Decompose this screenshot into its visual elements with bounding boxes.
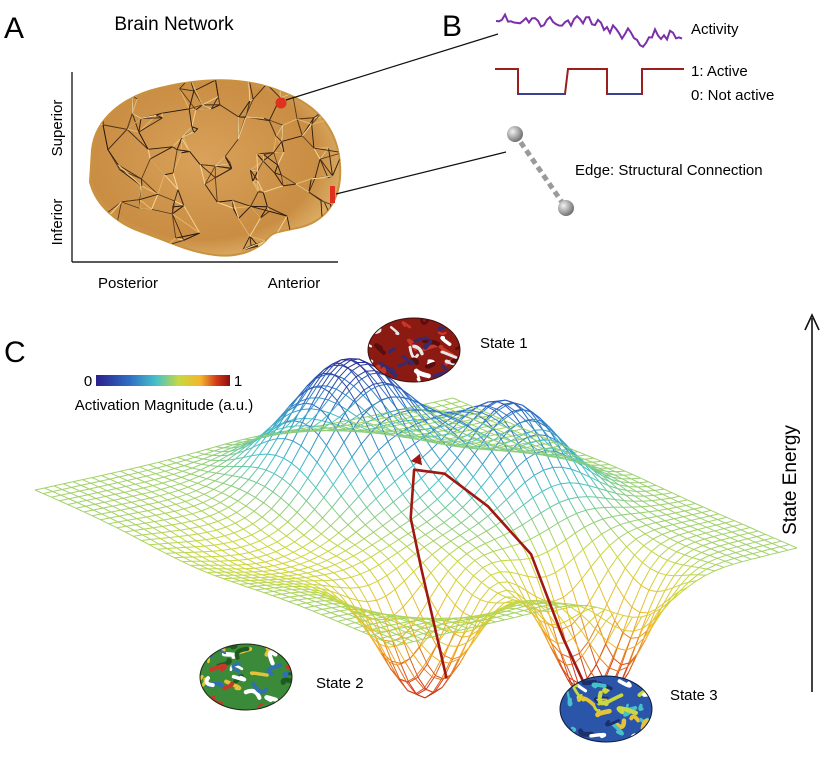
binary-state-trace	[495, 68, 684, 95]
state-3-label: State 3	[670, 687, 718, 704]
edge-marker	[330, 186, 335, 203]
axis-label-anterior: Anterior	[268, 275, 321, 292]
node-callout-line	[285, 33, 499, 101]
colorbar	[96, 375, 230, 386]
colorbar-label: Activation Magnitude (a.u.)	[75, 397, 253, 414]
state-3-brain	[559, 675, 653, 743]
energy-axis-label: State Energy	[780, 425, 801, 535]
not-active-label: 0: Not active	[691, 87, 774, 104]
state-1-label: State 1	[480, 335, 528, 352]
state-2-label: State 2	[316, 675, 364, 692]
brain-axes	[71, 72, 338, 263]
panel-c-letter: C	[4, 336, 26, 369]
trajectory-arrowhead	[410, 453, 423, 466]
edge-label: Edge: Structural Connection	[575, 162, 763, 179]
state-2-brain	[199, 643, 293, 711]
active-label: 1: Active	[691, 63, 748, 80]
axis-label-inferior: Inferior	[49, 199, 66, 246]
energy-landscape-surface	[34, 358, 798, 709]
edge-callout-line	[335, 151, 507, 195]
panel-a-letter: A	[4, 12, 24, 45]
panel-b-letter: B	[442, 10, 462, 43]
colorbar-min-label: 0	[84, 373, 92, 390]
activity-label: Activity	[691, 21, 739, 38]
axis-label-superior: Superior	[49, 100, 66, 157]
node-marker	[275, 97, 287, 109]
edge-glyph	[507, 126, 574, 216]
activity-trace	[495, 12, 683, 48]
state-trajectory	[409, 468, 597, 709]
axis-label-posterior: Posterior	[98, 275, 158, 292]
brain-network-mesh	[88, 79, 342, 257]
panel-a-title: Brain Network	[114, 14, 234, 35]
colorbar-max-label: 1	[234, 373, 242, 390]
energy-axis-arrow	[804, 313, 820, 692]
